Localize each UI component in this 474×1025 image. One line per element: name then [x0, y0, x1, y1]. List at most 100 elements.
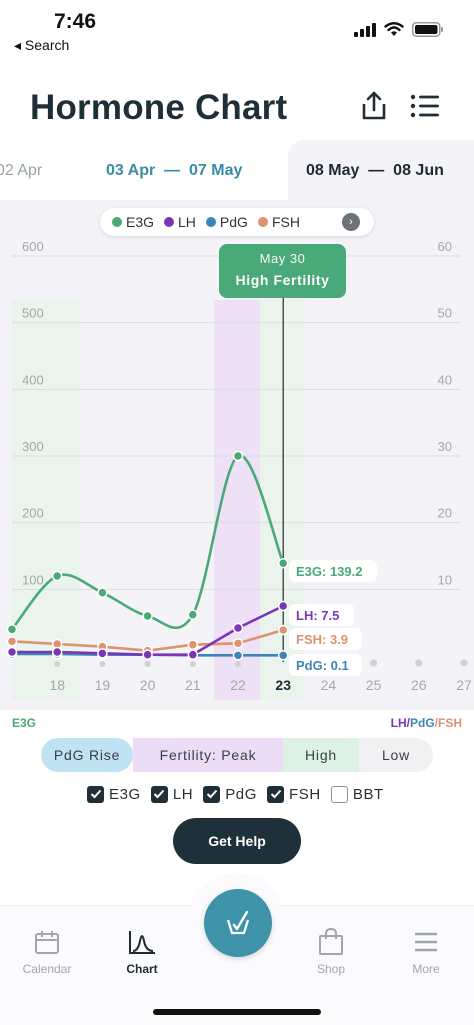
get-help-button[interactable]: Get Help [173, 818, 301, 864]
legend-item-pdg[interactable]: PdG [205, 214, 248, 230]
tab-label: More [412, 962, 440, 976]
toggle-label: E3G [109, 785, 141, 803]
range-current-start: 03 Apr [106, 162, 156, 179]
legend-label: LH [178, 214, 196, 230]
legend-dot [112, 217, 122, 227]
phase-pdg-rise: PdG Rise [41, 738, 133, 772]
phase-band-high [12, 300, 80, 700]
point-lh [6, 646, 18, 658]
tooltip-status: High Fertility [235, 272, 330, 288]
toggle-label: BBT [352, 785, 384, 803]
x-tick-label: 25 [366, 677, 382, 693]
left-axis-name: E3G [12, 716, 37, 730]
value-label-bg [289, 604, 355, 626]
legend-label: PdG [219, 214, 248, 230]
battery-icon [412, 22, 443, 37]
right-tick-label: 50 [438, 306, 452, 321]
toggle-fsh[interactable]: FSH [267, 784, 321, 804]
chevron-right-icon[interactable]: › [342, 213, 360, 231]
left-tick-label: 300 [22, 439, 44, 454]
x-tick-label: 26 [411, 677, 427, 693]
back-to-search-link[interactable]: ◂ Search [14, 37, 70, 53]
point-e3g [142, 610, 153, 622]
left-tick-label: 100 [22, 572, 44, 587]
range-selected-start: 08 May [306, 162, 360, 179]
right-tick-label: 30 [438, 439, 452, 454]
share-icon[interactable] [358, 90, 390, 122]
toggle-label: FSH [289, 785, 321, 803]
toggle-label: LH [172, 785, 194, 803]
log-test-button[interactable] [204, 889, 272, 957]
left-tick-label: 400 [22, 372, 44, 387]
range-selected-end: 08 Jun [393, 162, 444, 179]
future-day-dot [370, 659, 378, 667]
point-lh [97, 648, 108, 659]
x-tick-label: 21 [185, 677, 201, 693]
range-selected: 08 May — 08 Jun [306, 162, 444, 180]
checkbox-checked-icon [150, 785, 168, 803]
signal-icon [354, 22, 376, 37]
range-previous[interactable]: 02 Apr [0, 162, 43, 179]
tab-label: Shop [316, 962, 346, 976]
point-e3g [97, 587, 108, 598]
phase-high: High [283, 738, 359, 772]
legend-item-lh[interactable]: LH [164, 214, 196, 230]
menu-icon [415, 932, 437, 952]
value-label: LH: 7.5 [296, 608, 339, 623]
range-dash: — [363, 162, 389, 179]
x-tick-label: 19 [95, 677, 111, 693]
phase-legend: PdG Rise Fertility: Peak High Low [41, 738, 433, 772]
chart-legend: E3G LH PdG FSH › [100, 208, 374, 236]
point-lh [187, 649, 199, 660]
test-check-icon [226, 910, 250, 935]
list-view-icon[interactable] [410, 93, 440, 119]
tab-chart[interactable]: Chart [97, 926, 187, 976]
legend-dot [205, 217, 216, 227]
status-icons [354, 22, 444, 37]
legend-item-e3g[interactable]: E3G [112, 214, 154, 230]
right-axis-pdg: PdG [409, 716, 435, 730]
point-e3g [51, 570, 63, 582]
checkbox-unchecked-icon [330, 785, 348, 803]
phase-low: Low [359, 738, 433, 772]
day-dot [99, 661, 106, 667]
point-e3g [6, 624, 18, 635]
tab-label: Calendar [22, 962, 72, 976]
tab-more[interactable]: More [381, 926, 471, 976]
future-day-dot [415, 659, 423, 667]
right-axis-lh: LH [390, 716, 407, 730]
range-dash: — [159, 162, 185, 179]
range-current[interactable]: 03 Apr — 07 May [106, 162, 242, 180]
point-fsh [232, 638, 244, 649]
x-tick-label: 27 [456, 677, 472, 693]
right-tick-label: 60 [438, 239, 452, 254]
day-dot [54, 661, 61, 667]
point-fsh [6, 636, 18, 647]
tab-shop[interactable]: Shop [286, 926, 376, 976]
x-tick-label: 24 [321, 677, 337, 693]
range-selected-tab[interactable]: 08 May — 08 Jun [288, 140, 474, 202]
checkbox-checked-icon [203, 785, 221, 803]
status-bar: 7:46 ◂ Search [0, 0, 474, 60]
calendar-icon [35, 931, 59, 954]
chart-icon [129, 931, 155, 954]
point-e3g [187, 609, 199, 620]
point-fsh [277, 624, 289, 636]
hormone-line-chart[interactable]: 100 10 200 20 300 30 400 40 500 50 600 60 18 19 20 21 22… [0, 200, 474, 710]
point-lh [277, 600, 289, 612]
wifi-icon [384, 22, 404, 36]
page-title: Hormone Chart [30, 88, 288, 127]
toggle-e3g[interactable]: E3G [87, 784, 141, 804]
toggle-pdg[interactable]: PdG [203, 784, 257, 804]
tab-calendar[interactable]: Calendar [2, 926, 92, 976]
point-e3g [277, 557, 289, 569]
legend-item-fsh[interactable]: FSH [257, 214, 300, 230]
tab-label: Chart [126, 962, 158, 976]
future-day-dot [460, 659, 468, 667]
toggle-label: PdG [225, 785, 258, 803]
home-indicator [153, 1009, 321, 1015]
toggle-bbt[interactable]: BBT [330, 784, 384, 804]
day-dot [235, 661, 241, 667]
toggle-lh[interactable]: LH [150, 784, 194, 804]
value-label-bg [289, 560, 377, 582]
